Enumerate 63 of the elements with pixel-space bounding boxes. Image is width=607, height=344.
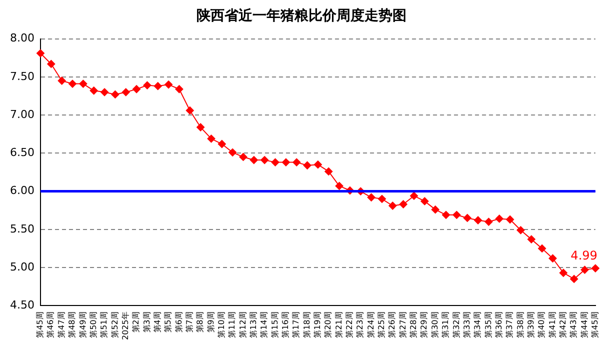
- x-tick-label: 第24周: [366, 312, 376, 338]
- x-tick-label: 第41周: [548, 312, 557, 338]
- y-tick-label: 8.00: [10, 32, 34, 45]
- x-tick-label: 第52周: [110, 312, 120, 338]
- x-tick-label: 第15周: [270, 312, 280, 338]
- y-tick-label: 7.50: [10, 70, 34, 83]
- x-tick-label: 第35周: [484, 312, 493, 338]
- x-tick-label: 第51周: [100, 312, 109, 338]
- x-tick-label: 第30周: [430, 312, 440, 338]
- x-tick-label: 第43周: [569, 312, 578, 338]
- x-tick-label: 第46周: [46, 312, 56, 338]
- x-tick-label: 第17周: [292, 312, 301, 338]
- x-tick-label: 第10周: [216, 312, 226, 338]
- x-tick-label: 第4周: [152, 312, 162, 333]
- x-tick-label: 第40周: [537, 312, 546, 338]
- y-tick-label: 7.00: [10, 108, 34, 121]
- x-tick-label: 第21周: [334, 312, 344, 338]
- x-tick-label: 第49周: [78, 312, 88, 338]
- x-tick-label: 第9周: [206, 312, 216, 333]
- x-tick-label: 第33周: [462, 312, 472, 338]
- x-tick-label: 第12周: [238, 312, 248, 338]
- x-tick-label: 2025年: [120, 312, 130, 340]
- x-tick-label: 第11周: [228, 312, 237, 338]
- x-tick-label: 第20周: [324, 312, 333, 338]
- data-label: 4.99: [570, 248, 598, 262]
- x-tick-label: 第47周: [56, 312, 66, 338]
- x-tick-label: 第6周: [174, 312, 184, 333]
- x-tick-label: 第14周: [260, 312, 269, 338]
- x-tick-label: 第22周: [345, 312, 354, 338]
- x-tick-label: 第45周: [590, 312, 600, 338]
- x-tick-label: 第45周: [36, 312, 45, 338]
- x-tick-label: 第27周: [398, 312, 408, 338]
- x-tick-label: 第38周: [516, 312, 525, 338]
- x-tick-label: 第48周: [68, 312, 77, 338]
- x-tick-label: 第31周: [441, 312, 450, 338]
- y-tick-label: 4.50: [10, 298, 34, 312]
- x-tick-label: 第28周: [409, 312, 418, 338]
- x-tick-label: 第44周: [580, 312, 589, 338]
- x-tick-label: 第13周: [248, 312, 258, 338]
- x-tick-label: 第3周: [142, 312, 152, 333]
- chart-title: 陕西省近一年猪粮比价周度走势图: [196, 7, 406, 24]
- x-tick-label: 第19周: [313, 312, 322, 338]
- x-tick-label: 第7周: [184, 312, 194, 333]
- x-tick-label: 第8周: [196, 312, 205, 333]
- y-tick-label: 5.50: [10, 222, 34, 236]
- x-tick-label: 第18周: [302, 312, 312, 338]
- x-tick-label: 第26周: [388, 312, 397, 338]
- x-tick-label: 第5周: [164, 312, 173, 333]
- x-tick-label: 第34周: [473, 312, 482, 338]
- x-tick-label: 第36周: [494, 312, 504, 338]
- x-tick-label: 第50周: [88, 312, 98, 338]
- x-tick-label: 第42周: [558, 312, 568, 338]
- y-tick-label: 5.00: [10, 260, 34, 274]
- x-tick-label: 第16周: [281, 312, 290, 338]
- x-tick-label: 第37周: [505, 312, 514, 338]
- x-tick-label: 第29周: [420, 312, 429, 338]
- x-tick-label: 第23周: [356, 312, 365, 338]
- x-tick-label: 第39周: [526, 312, 536, 338]
- x-tick-label: 第32周: [452, 312, 461, 338]
- y-tick-label: 6.50: [10, 146, 34, 160]
- x-tick-label: 第2周: [132, 312, 141, 333]
- x-tick-label: 第25周: [377, 312, 386, 338]
- y-tick-label: 6.00: [10, 184, 34, 198]
